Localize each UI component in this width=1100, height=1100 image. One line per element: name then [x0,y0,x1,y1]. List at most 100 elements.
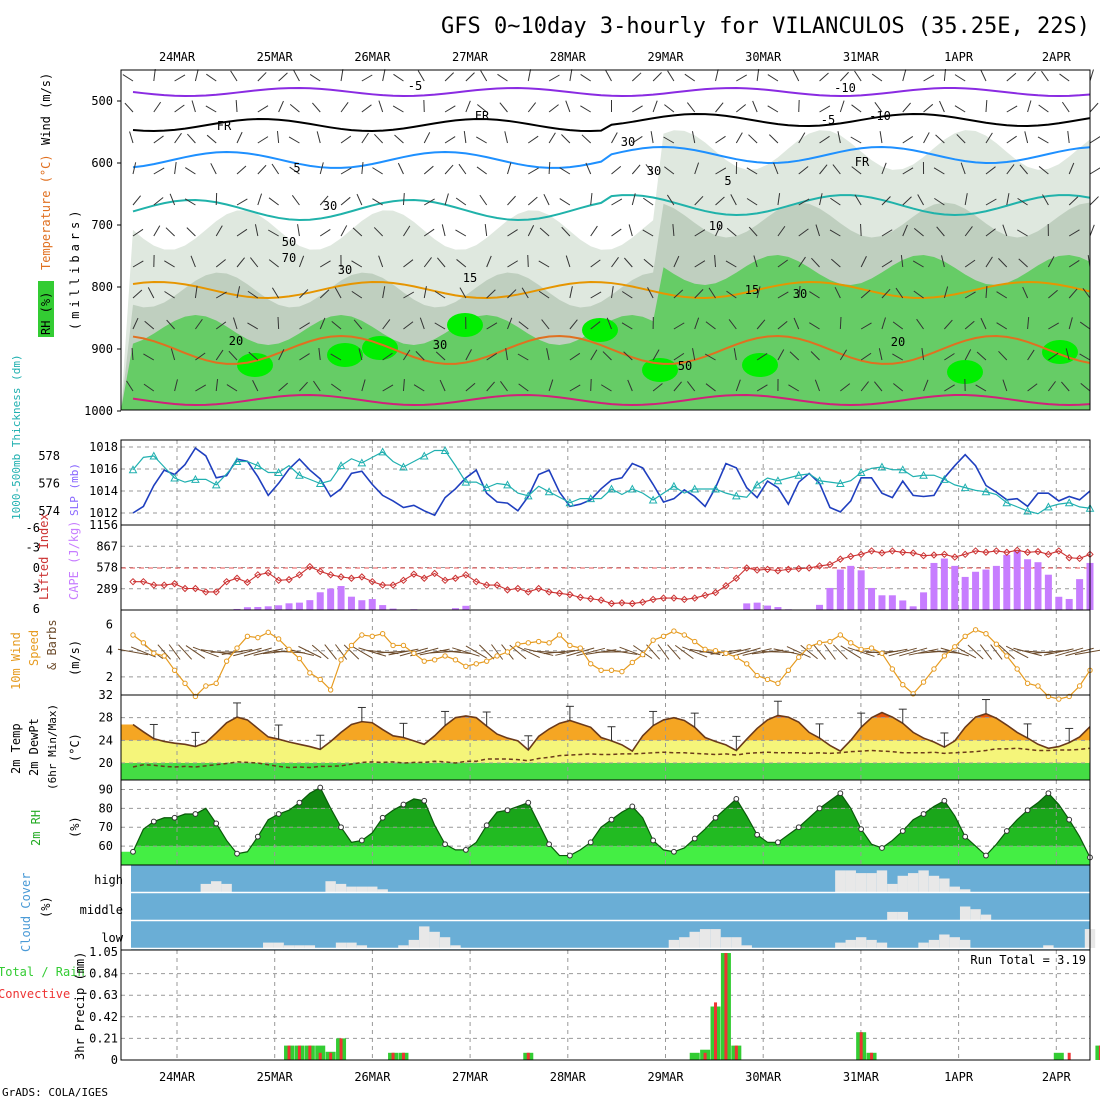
upper-wind-barb [815,224,821,237]
lifted-index-marker [358,573,366,581]
upper-wind-barb [860,322,872,330]
upper-wind-barb [331,383,342,392]
upper-wind-barb [476,166,487,175]
top-date-axis: 24MAR 25MAR 26MAR 27MAR 28MAR 29MAR 30MAR 31MAR… [159,50,1072,64]
wind10m-speed-marker [733,654,740,660]
lifted-index-marker [368,577,376,586]
rh2m-marker [629,803,636,810]
cloud-high-bar [200,883,212,892]
upper-wind-barb [194,286,198,299]
cape-bar [389,608,397,610]
rh2m-marker [213,820,220,827]
wind10m-barb [1032,650,1065,654]
temp2m-labels: 2m Temp 2m DewPt (6hr Min/Max) (°C) [9,704,82,790]
upper-wind-barb [316,131,321,144]
upper-wind-barb [215,291,227,299]
upper-wind-barb [423,228,435,237]
temp-contour-25 [132,394,1091,407]
upper-air-tick: 700 [91,218,113,232]
cape-bar [285,603,293,610]
upper-wind-barb [881,162,887,175]
rh2m-marker [483,822,490,829]
upper-wind-barb [1067,131,1070,144]
wind10m-barb [221,649,253,655]
upper-wind-barb [1089,224,1095,237]
upper-wind-barb [943,69,946,82]
upper-wind-barb [998,350,1008,361]
upper-wind-barb [725,260,737,268]
upper-wind-barb [605,70,612,82]
upper-wind-barb [819,72,829,82]
cape-bar [909,606,917,610]
wind10m-speed-marker [712,647,719,654]
wind10m-speed-marker [327,687,334,693]
lifted-index-marker [982,548,990,556]
lifted-index-marker [951,553,959,561]
wind10m-barb [888,647,917,657]
cloud-high-bar [335,883,347,892]
rh-shade-max [327,343,363,367]
upper-wind-barb [686,102,696,113]
lifted-index-marker [399,576,408,585]
ylabel-precip-a: Total / Rain [0,965,85,979]
cape-lifted-index-panel: -6 -3 0 3 6 1156 867 578 289 [26,518,1094,616]
upper-wind-barb [1082,287,1091,299]
thickness-marker [482,483,492,492]
upper-wind-barb [798,198,810,206]
lifted-index-marker [493,581,501,589]
wind10m-speed-marker [379,630,386,637]
upper-wind-barb [975,384,987,392]
upper-wind-barb [936,226,945,237]
contour-label: 15 [463,271,477,285]
upper-wind-barb [309,74,321,82]
upper-wind-barb [798,256,806,268]
rh-shade-max [447,313,483,337]
upper-wind-barb [1037,136,1049,144]
lifted-index-marker [847,552,855,561]
upper-wind-barb [465,72,475,82]
cape-bar [1055,596,1063,610]
cape-bar [1034,562,1042,610]
cloud-low-bar [876,942,888,948]
lifted-index-marker [191,584,200,593]
cloud-low-bar [335,942,347,948]
upper-wind-barb [236,165,247,175]
upper-wind-barb [247,322,259,330]
lifted-index-marker [306,562,314,571]
upper-wind-barb [271,287,280,299]
wind10m-speed-marker [577,645,583,651]
cloud-low-bar [679,937,690,948]
upper-wind-barb [694,229,706,237]
contour-label: 30 [647,164,661,178]
upper-air-frame [120,69,1091,411]
lifted-index-marker [295,571,304,579]
upper-wind-barb [715,135,726,144]
upper-wind-barb [565,255,571,268]
thickness-line [132,449,1091,515]
rh2m-marker [608,816,615,823]
wind10m-barb [439,649,472,655]
contour-label: 30 [338,263,352,277]
upper-wind-barb [1079,321,1091,330]
upper-wind-barb [247,290,259,299]
upper-wind-barb [403,225,411,237]
upper-wind-barb [814,379,821,392]
upper-wind-barb [569,384,581,392]
upper-wind-barb [1038,104,1049,113]
rh2m-marker [899,828,906,834]
upper-wind-barb [1048,322,1060,330]
upper-wind-barb [392,105,404,113]
wind10m-barb [998,644,1015,660]
upper-wind-barb [164,260,175,268]
upper-wind-barb [611,286,614,299]
upper-wind-barb [705,383,716,392]
upper-wind-barb [546,348,550,361]
ylabel-temperature: Temperature (°C) [39,154,53,270]
precip-tick: 0.84 [89,967,118,981]
upper-wind-barb [819,135,830,144]
upper-wind-barb [330,353,342,361]
thickness-marker [773,476,783,485]
upper-wind-barb [600,384,612,392]
wind10m-speed-marker [431,657,438,663]
lifted-index-marker [722,582,730,590]
